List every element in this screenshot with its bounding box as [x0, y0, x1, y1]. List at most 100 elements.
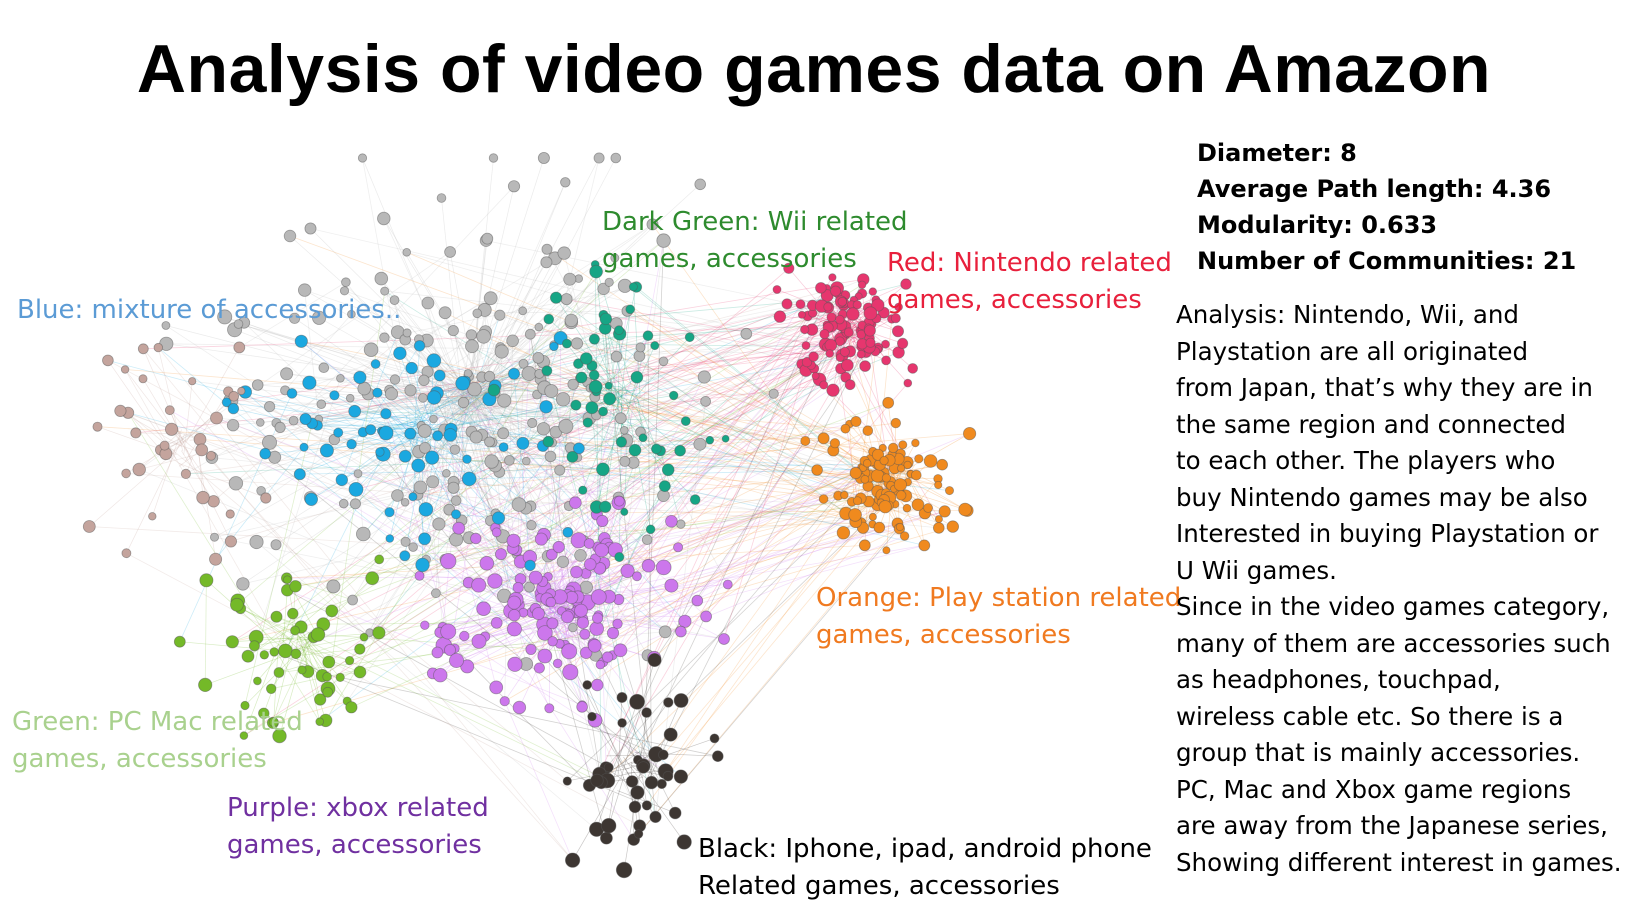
graph-node-purple	[531, 607, 545, 621]
graph-node-gray	[494, 344, 509, 359]
graph-edge	[665, 524, 873, 772]
graph-edge	[469, 240, 487, 399]
graph-node-black	[637, 761, 650, 774]
graph-node-red	[819, 329, 830, 340]
graph-edge	[547, 293, 838, 577]
graph-edge	[216, 417, 418, 496]
graph-edge	[495, 376, 705, 514]
graph-node-dark-green	[579, 352, 593, 365]
graph-node-purple	[576, 616, 590, 629]
graph-edge	[513, 373, 531, 566]
graph-edge	[677, 475, 870, 548]
graph-node-gray	[408, 542, 418, 552]
graph-node-gray	[432, 517, 446, 531]
graph-edge	[297, 648, 360, 656]
graph-edge	[467, 157, 600, 412]
graph-node-gray	[579, 580, 594, 595]
graph-node-green	[229, 597, 244, 612]
graph-node-green	[365, 571, 380, 586]
graph-node-dark-green	[566, 450, 579, 463]
graph-node-red	[800, 324, 810, 335]
graph-edge	[593, 375, 816, 645]
graph-edge	[514, 600, 558, 665]
graph-edge	[585, 430, 868, 574]
graph-edge	[482, 381, 649, 656]
graph-edge	[273, 648, 279, 723]
graph-node-blue	[498, 442, 509, 453]
graph-node-black	[673, 693, 689, 708]
graph-node-red	[868, 287, 877, 296]
analysis-line: the same region and connected	[1176, 409, 1566, 439]
graph-node-black	[587, 711, 597, 722]
graph-node-dark-green	[638, 433, 648, 443]
graph-node-orange	[862, 425, 874, 437]
label-orange-line-1: Orange: Play station related	[816, 583, 1182, 613]
graph-node-dark-green	[628, 443, 642, 457]
graph-node-gray	[384, 387, 399, 401]
graph-node-blue	[461, 471, 477, 487]
graph-edge	[619, 353, 831, 558]
graph-node-red	[859, 360, 871, 372]
graph-edge	[608, 776, 625, 826]
graph-node-dark-green	[570, 399, 582, 411]
graph-node-brown	[92, 421, 103, 432]
graph-edge	[444, 384, 824, 431]
graph-node-gray	[161, 321, 171, 330]
graph-edge	[384, 290, 469, 406]
graph-edge	[318, 384, 469, 420]
graph-node-gray	[249, 534, 264, 550]
graph-edge	[596, 567, 665, 686]
analysis-line: Since in the video games category,	[1176, 592, 1610, 621]
graph-node-gray	[418, 393, 428, 403]
graph-node-gray	[418, 374, 430, 387]
label-green-line-2: games, accessories	[12, 744, 267, 774]
graph-node-black	[668, 806, 682, 820]
graph-edge	[432, 353, 862, 674]
graph-node-orange	[934, 480, 943, 490]
graph-edge	[295, 464, 943, 587]
graph-edge	[235, 285, 626, 484]
graph-edge	[544, 365, 593, 389]
graph-edge	[340, 677, 718, 757]
graph-node-dark-green	[604, 381, 613, 390]
graph-edge	[269, 379, 480, 443]
graph-edge	[566, 343, 864, 529]
graph-node-dark-green	[658, 480, 671, 493]
graph-node-gray	[614, 412, 627, 425]
graph-node-gray	[355, 526, 371, 542]
graph-node-gray	[217, 309, 233, 325]
graph-node-gray	[534, 322, 544, 332]
graph-edge	[464, 600, 540, 637]
graph-node-dark-green	[487, 383, 501, 397]
graph-node-gray	[404, 384, 417, 397]
graph-node-gray	[518, 306, 528, 316]
graph-node-green	[372, 626, 386, 640]
graph-node-gray	[527, 417, 538, 429]
graph-edge	[599, 476, 881, 569]
graph-node-gray	[349, 498, 361, 510]
graph-edge	[567, 522, 861, 533]
graph-node-brown	[138, 374, 148, 384]
graph-edge	[635, 402, 710, 441]
graph-node-blue	[418, 502, 434, 517]
graph-node-red	[863, 306, 878, 321]
graph-edge	[157, 347, 573, 861]
graph-node-brown	[224, 535, 237, 548]
graph-node-gray	[298, 283, 312, 297]
graph-node-dark-green	[614, 551, 625, 562]
graph-node-purple	[596, 514, 609, 528]
graph-node-green	[198, 677, 213, 693]
graph-node-gray	[610, 152, 622, 164]
graph-node-red	[843, 327, 854, 338]
graph-node-gray	[380, 286, 390, 296]
graph-node-orange	[882, 546, 891, 555]
graph-edge	[243, 626, 286, 736]
graph-node-gray	[270, 539, 282, 551]
graph-edge	[577, 528, 900, 598]
graph-node-dark-green	[645, 524, 656, 535]
graph-node-purple	[487, 573, 503, 589]
graph-node-gray	[402, 248, 412, 257]
graph-node-orange	[903, 460, 912, 470]
stat-modularity: Modularity: 0.633	[1197, 211, 1438, 239]
graph-edge	[291, 393, 439, 430]
